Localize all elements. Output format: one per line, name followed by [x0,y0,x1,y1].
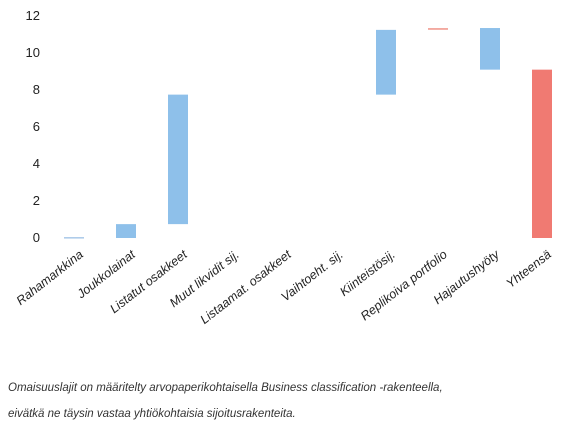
bar [116,224,136,238]
y-tick-label: 2 [33,193,40,208]
waterfall-chart: 024681012RahamarkkinaJoukkolainatListatu… [14,8,554,327]
bar [376,29,396,95]
category-label: Rahamarkkina [14,247,86,308]
footnote-line-2: eivätkä ne täysin vastaa yhtiökohtaisia … [8,408,296,420]
bar [480,28,500,70]
y-tick-label: 10 [26,45,40,60]
bar [64,237,84,239]
bar [168,94,188,225]
category-label: Yhteensä [504,247,554,291]
y-tick-label: 6 [33,119,40,134]
y-tick-label: 0 [33,230,40,245]
y-tick-label: 8 [33,82,40,97]
category-label: Replikoiva portfolio [358,247,450,323]
footnote-line-1: Omaisuuslajit on määritelty arvopaperiko… [8,382,443,394]
y-tick-label: 4 [33,156,40,171]
bar [532,69,552,239]
bar [428,28,448,30]
y-tick-label: 12 [26,8,40,23]
category-label: Listaamat. osakkeet [198,247,295,327]
